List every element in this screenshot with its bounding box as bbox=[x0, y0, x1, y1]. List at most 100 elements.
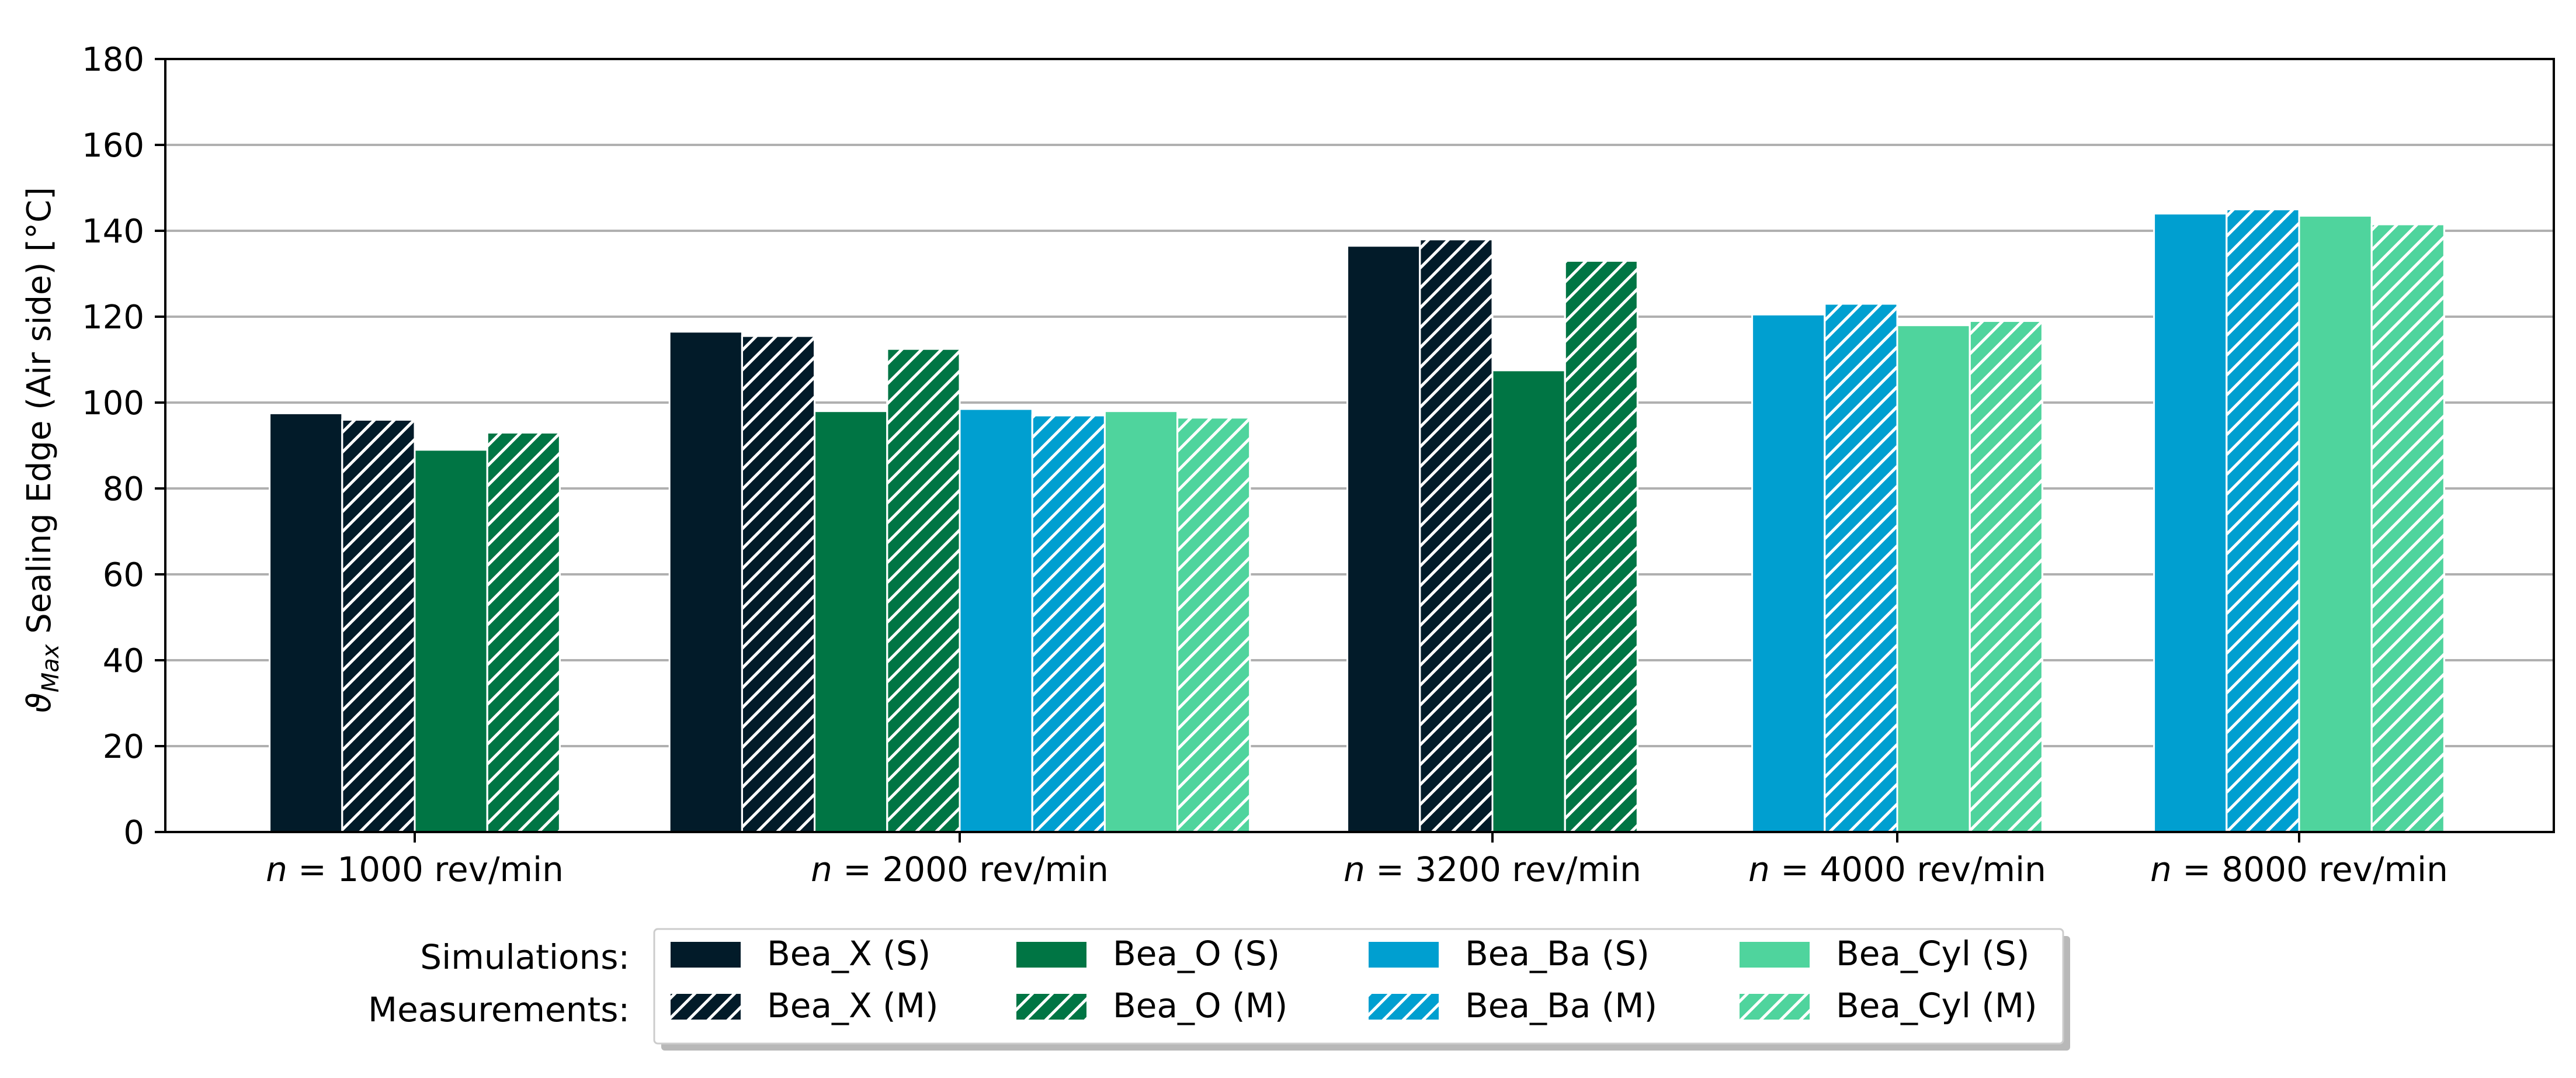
y-axis-label-text: Sealing Edge (Air side) [°C] bbox=[20, 187, 58, 644]
bar-hatch bbox=[886, 348, 961, 833]
legend-label: Bea_X (S) bbox=[767, 934, 931, 973]
y-axis-label-subscript: Max bbox=[37, 644, 64, 692]
y-tick-label: 160 bbox=[82, 127, 144, 165]
bar-bea-ba-s bbox=[1751, 313, 1826, 833]
legend-swatch-hatch bbox=[1016, 994, 1086, 1020]
bar-bea-o-s bbox=[1491, 369, 1566, 833]
bar-bea-cyl-s bbox=[1103, 410, 1179, 833]
bar-hatch bbox=[1176, 417, 1251, 833]
bar-bea-cyl-s bbox=[1896, 324, 1971, 833]
bar-fill bbox=[1896, 324, 1971, 833]
legend-label: Bea_Cyl (M) bbox=[1836, 986, 2037, 1025]
y-tick-label: 60 bbox=[103, 556, 144, 594]
bar-fill bbox=[2298, 214, 2373, 833]
bar-bea-ba-m bbox=[2226, 208, 2300, 833]
legend-swatch bbox=[1016, 942, 1086, 968]
bar-bea-o-s bbox=[814, 410, 888, 833]
x-tick-label-text: = 2000 rev/min bbox=[832, 850, 1109, 889]
bar-bea-ba-m bbox=[1824, 303, 1898, 833]
y-tick-label: 100 bbox=[82, 384, 144, 422]
legend-item-bea-o-s: Bea_O (S) bbox=[1016, 934, 1280, 973]
y-tick-label: 0 bbox=[123, 814, 144, 852]
y-tick-label: 40 bbox=[103, 642, 144, 680]
bar-fill bbox=[2153, 213, 2228, 833]
bar-fill bbox=[668, 331, 743, 833]
plot-frame bbox=[164, 58, 2555, 833]
bar-bea-cyl-s bbox=[2298, 214, 2373, 833]
bar-hatch bbox=[1969, 320, 2043, 833]
bar-bea-x-s bbox=[269, 412, 343, 833]
x-tick-label-var: n bbox=[811, 850, 832, 889]
legend-row-label-simulations: Simulations: bbox=[420, 937, 630, 977]
x-tick-label: n = 3200 rev/min bbox=[1343, 850, 1641, 889]
legend-label: Bea_O (S) bbox=[1113, 934, 1280, 973]
x-tick-label: n = 1000 rev/min bbox=[266, 850, 564, 889]
bar-fill bbox=[1103, 410, 1179, 833]
axes bbox=[155, 58, 2555, 843]
bar-hatch bbox=[1564, 259, 1638, 833]
bar-bea-x-m bbox=[1419, 238, 1494, 833]
legend-label: Bea_X (M) bbox=[767, 986, 938, 1025]
bar-bea-x-s bbox=[668, 331, 743, 833]
legend-item-bea-ba-s: Bea_Ba (S) bbox=[1369, 934, 1650, 973]
x-tick-label-text: = 3200 rev/min bbox=[1365, 850, 1641, 889]
x-tick-label-var: n bbox=[2150, 850, 2172, 889]
legend-swatch bbox=[1369, 942, 1439, 968]
bar-fill bbox=[269, 412, 343, 833]
bar-bea-cyl-m bbox=[1969, 320, 2043, 833]
x-tick-label-text: = 4000 rev/min bbox=[1770, 850, 2046, 889]
x-tick-label-var: n bbox=[266, 850, 287, 889]
x-tick-label-text: = 1000 rev/min bbox=[287, 850, 564, 889]
bar-bea-cyl-m bbox=[1176, 417, 1251, 833]
bars bbox=[269, 208, 2445, 833]
x-tick-labels: n = 1000 rev/min n = 2000 rev/min n = 3200… bbox=[266, 850, 2448, 889]
y-tick-label: 180 bbox=[82, 41, 144, 79]
x-tick-label-var: n bbox=[1343, 850, 1365, 889]
bar-bea-o-m bbox=[1564, 259, 1638, 833]
bar-hatch bbox=[341, 418, 416, 833]
bar-hatch bbox=[1419, 238, 1494, 833]
bar-bea-x-m bbox=[741, 335, 816, 833]
legend-item-bea-o-m: Bea_O (M) bbox=[1016, 986, 1287, 1025]
legend-item-bea-cyl-s: Bea_Cyl (S) bbox=[1740, 934, 2029, 973]
legend-swatch-hatch bbox=[1740, 994, 1810, 1020]
bar-bea-o-m bbox=[486, 431, 561, 833]
bar-bea-ba-m bbox=[1031, 414, 1106, 833]
x-tick-label: n = 4000 rev/min bbox=[1748, 850, 2046, 889]
bar-hatch bbox=[486, 431, 561, 833]
legend-box bbox=[653, 928, 2064, 1045]
legend-swatch bbox=[671, 942, 741, 968]
bar-fill bbox=[1751, 313, 1826, 833]
y-tick-label: 20 bbox=[103, 728, 144, 766]
bar-fill bbox=[1346, 245, 1421, 833]
y-axis-label-symbol: ϑ bbox=[20, 692, 58, 713]
svg-text:ϑMax Sealing Edge (Air side): ϑMax Sealing Edge (Air side) [°C] bbox=[20, 187, 64, 713]
bar-bea-x-s bbox=[1346, 245, 1421, 833]
bar-fill bbox=[1491, 369, 1566, 833]
legend-swatch-hatch bbox=[1369, 994, 1439, 1020]
bar-bea-ba-s bbox=[2153, 213, 2228, 833]
x-tick-label: n = 2000 rev/min bbox=[811, 850, 1109, 889]
legend-item-bea-x-m: Bea_X (M) bbox=[671, 986, 938, 1025]
bar-fill bbox=[414, 449, 488, 833]
bar-fill bbox=[814, 410, 888, 833]
legend-item-bea-ba-m: Bea_Ba (M) bbox=[1369, 986, 1657, 1025]
bar-bea-x-m bbox=[341, 418, 416, 833]
bar-hatch bbox=[1824, 303, 1898, 833]
bar-bea-o-m bbox=[886, 348, 961, 833]
legend-item-bea-cyl-m: Bea_Cyl (M) bbox=[1740, 986, 2037, 1025]
bar-hatch bbox=[2370, 223, 2445, 833]
legend-swatch bbox=[1740, 942, 1810, 968]
bar-fill bbox=[959, 408, 1033, 833]
y-tick-label: 140 bbox=[82, 213, 144, 251]
legend: Simulations: Measurements: Bea_X (S) Bea_X … bbox=[368, 928, 2070, 1051]
x-tick-label-var: n bbox=[1748, 850, 1770, 889]
legend-row-label-measurements: Measurements: bbox=[368, 990, 630, 1030]
bar-hatch bbox=[1031, 414, 1106, 833]
y-tick-label: 120 bbox=[82, 299, 144, 337]
legend-swatch-hatch bbox=[671, 994, 741, 1020]
y-tick-labels: 0 20 40 60 80 100 120 140 160 180 bbox=[82, 41, 144, 852]
legend-item-bea-x-s: Bea_X (S) bbox=[671, 934, 931, 973]
legend-label: Bea_Ba (M) bbox=[1465, 986, 1657, 1025]
